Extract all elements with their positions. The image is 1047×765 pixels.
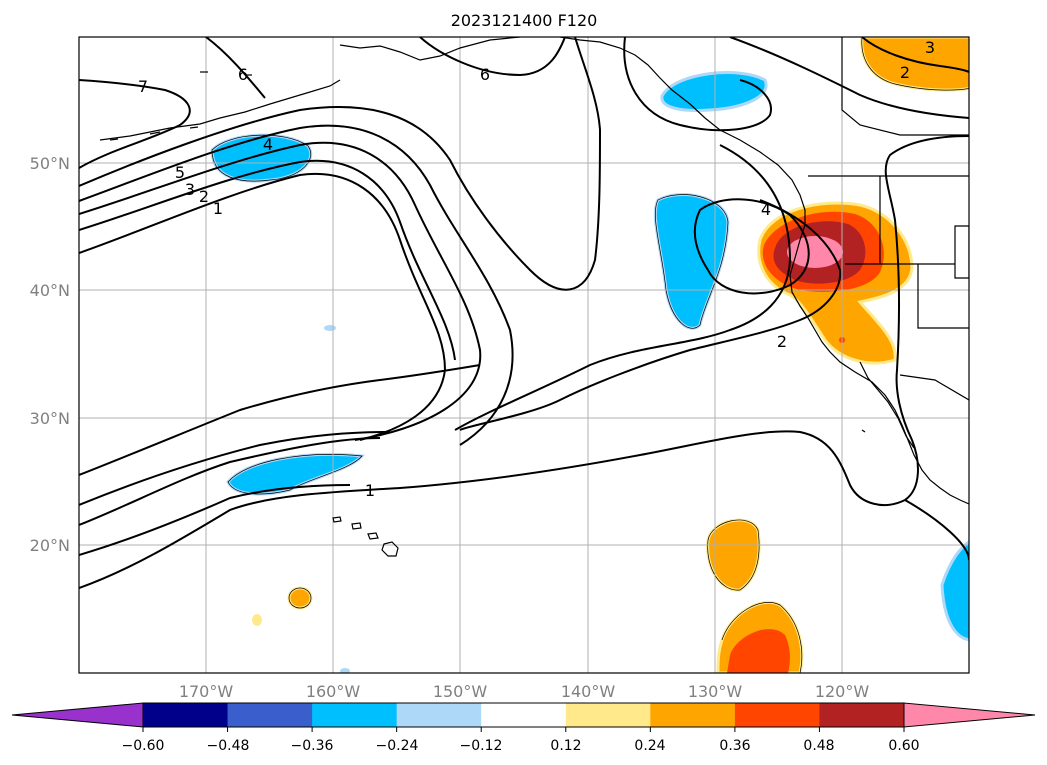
colorbar: −0.60 −0.48 −0.36 −0.24 −0.12 0.12 0.24 … [11, 702, 1036, 754]
colorbar-tick-label: 0.36 [719, 738, 750, 754]
contour-3 [79, 141, 482, 441]
contour-label: 1 [213, 199, 223, 218]
colorbar-tick-label: −0.24 [376, 738, 419, 754]
contour-label: 4 [761, 200, 771, 219]
contour-1-west [79, 172, 447, 441]
colorbar-cell [904, 703, 1035, 727]
colorbar-cell [312, 703, 398, 727]
colorbar-ticks [142, 727, 905, 732]
contour-label: 6 [480, 65, 490, 84]
contour-labels: 7 6 6 5 4 3 2 1 4 3 2 2 1 [138, 38, 935, 500]
us-west-coast [789, 224, 969, 505]
lat-label: 40°N [30, 281, 70, 300]
lon-label: 120°W [815, 682, 870, 701]
graticule [79, 37, 969, 673]
colorbar-cell [481, 703, 567, 727]
colorbar-tick-label: −0.36 [291, 738, 334, 754]
lon-label: 170°W [179, 682, 234, 701]
coastlines [99, 37, 969, 505]
contour-1-south [79, 135, 969, 589]
lon-label: 140°W [561, 682, 616, 701]
neg-anomaly-gulf-alaska [210, 133, 313, 183]
contour-3-east [459, 199, 842, 431]
colorbar-cell [227, 703, 313, 727]
lat-label: 50°N [30, 154, 70, 173]
pos-anomaly-small-b [252, 614, 262, 626]
colorbar-cell [650, 703, 736, 727]
map-panel: 7 6 6 5 4 3 2 1 4 3 2 2 1 [79, 37, 969, 673]
colorbar-tick-label: 0.12 [550, 738, 581, 754]
neg-anomaly-small [324, 325, 336, 331]
lat-label: 30°N [30, 409, 70, 428]
neg-anomaly-mexico [940, 540, 969, 642]
baja [859, 361, 915, 449]
contour-label: 2 [900, 63, 910, 82]
colorbar-tick-label: −0.12 [460, 738, 503, 754]
bc-coast [559, 37, 806, 225]
contour-1-south-2 [79, 484, 351, 556]
contour-5 [79, 37, 602, 291]
alaska-peninsula [99, 79, 341, 141]
border-state-b [917, 264, 969, 329]
contour-label: 5 [175, 163, 185, 182]
contour-2-lower [79, 364, 481, 476]
contour-label: 2 [199, 187, 209, 206]
islands [109, 71, 866, 557]
contour-lines [79, 37, 969, 589]
contour-label: 3 [185, 180, 195, 199]
contour-label: 2 [777, 332, 787, 351]
contour-6-north [419, 37, 566, 77]
colorbar-frame [142, 702, 905, 728]
pos-anomaly-california-peak [787, 236, 843, 268]
anomaly-outlines [211, 37, 969, 673]
contour-4 [79, 124, 514, 446]
alaska-coast [339, 37, 521, 61]
hawaii-kauai [332, 516, 342, 523]
lon-label: 150°W [433, 682, 488, 701]
contour-2-south [79, 437, 381, 526]
map-title: 2023121400 F120 [451, 11, 598, 30]
lon-labels: 170°W 160°W 150°W 140°W 130°W 120°W [179, 682, 870, 701]
hawaii-maui [367, 532, 379, 540]
colorbar-tick-labels: −0.60 −0.48 −0.36 −0.24 −0.12 0.12 0.24 … [122, 738, 920, 754]
colorbar-cells [12, 703, 1035, 727]
shaded-anomalies [210, 37, 969, 673]
colorbar-tick-label: 0.60 [888, 738, 919, 754]
hawaii-oahu [351, 522, 362, 530]
contour-2-west [79, 159, 456, 361]
contour-4-small [693, 198, 810, 295]
pos-anomaly-south-b-core [727, 629, 790, 673]
contour-6-west [205, 37, 266, 99]
contour-label: 6 [238, 65, 248, 84]
colorbar-cell [12, 703, 143, 727]
contour-label: 1 [365, 481, 375, 500]
colorbar-cell [565, 703, 651, 727]
contour-label: 3 [925, 38, 935, 57]
colorbar-cell [819, 703, 905, 727]
colorbar-tick-label: 0.24 [634, 738, 665, 754]
lat-labels: 50°N 40°N 30°N 20°N [30, 154, 70, 555]
contour-7 [79, 79, 191, 169]
colorbar-tick-label: 0.48 [803, 738, 834, 754]
colorbar-cell [396, 703, 482, 727]
contour-1-lower [79, 431, 391, 506]
lat-label: 20°N [30, 536, 70, 555]
lon-label: 130°W [688, 682, 743, 701]
contour-bc-loop [623, 37, 772, 132]
map-frame [78, 36, 970, 674]
colorbar-cell [143, 703, 229, 727]
colorbar-tick-label: −0.60 [122, 738, 165, 754]
contour-north-east [729, 37, 969, 119]
lon-label: 160°W [306, 682, 361, 701]
colorbar-cell [734, 703, 820, 727]
contour-label: 4 [263, 135, 273, 154]
contour-nw-ne [861, 37, 969, 73]
hawaii-big-island [381, 541, 399, 557]
contour-label: 7 [138, 77, 148, 96]
border-mexico [899, 374, 969, 401]
colorbar-tick-label: −0.48 [207, 738, 250, 754]
